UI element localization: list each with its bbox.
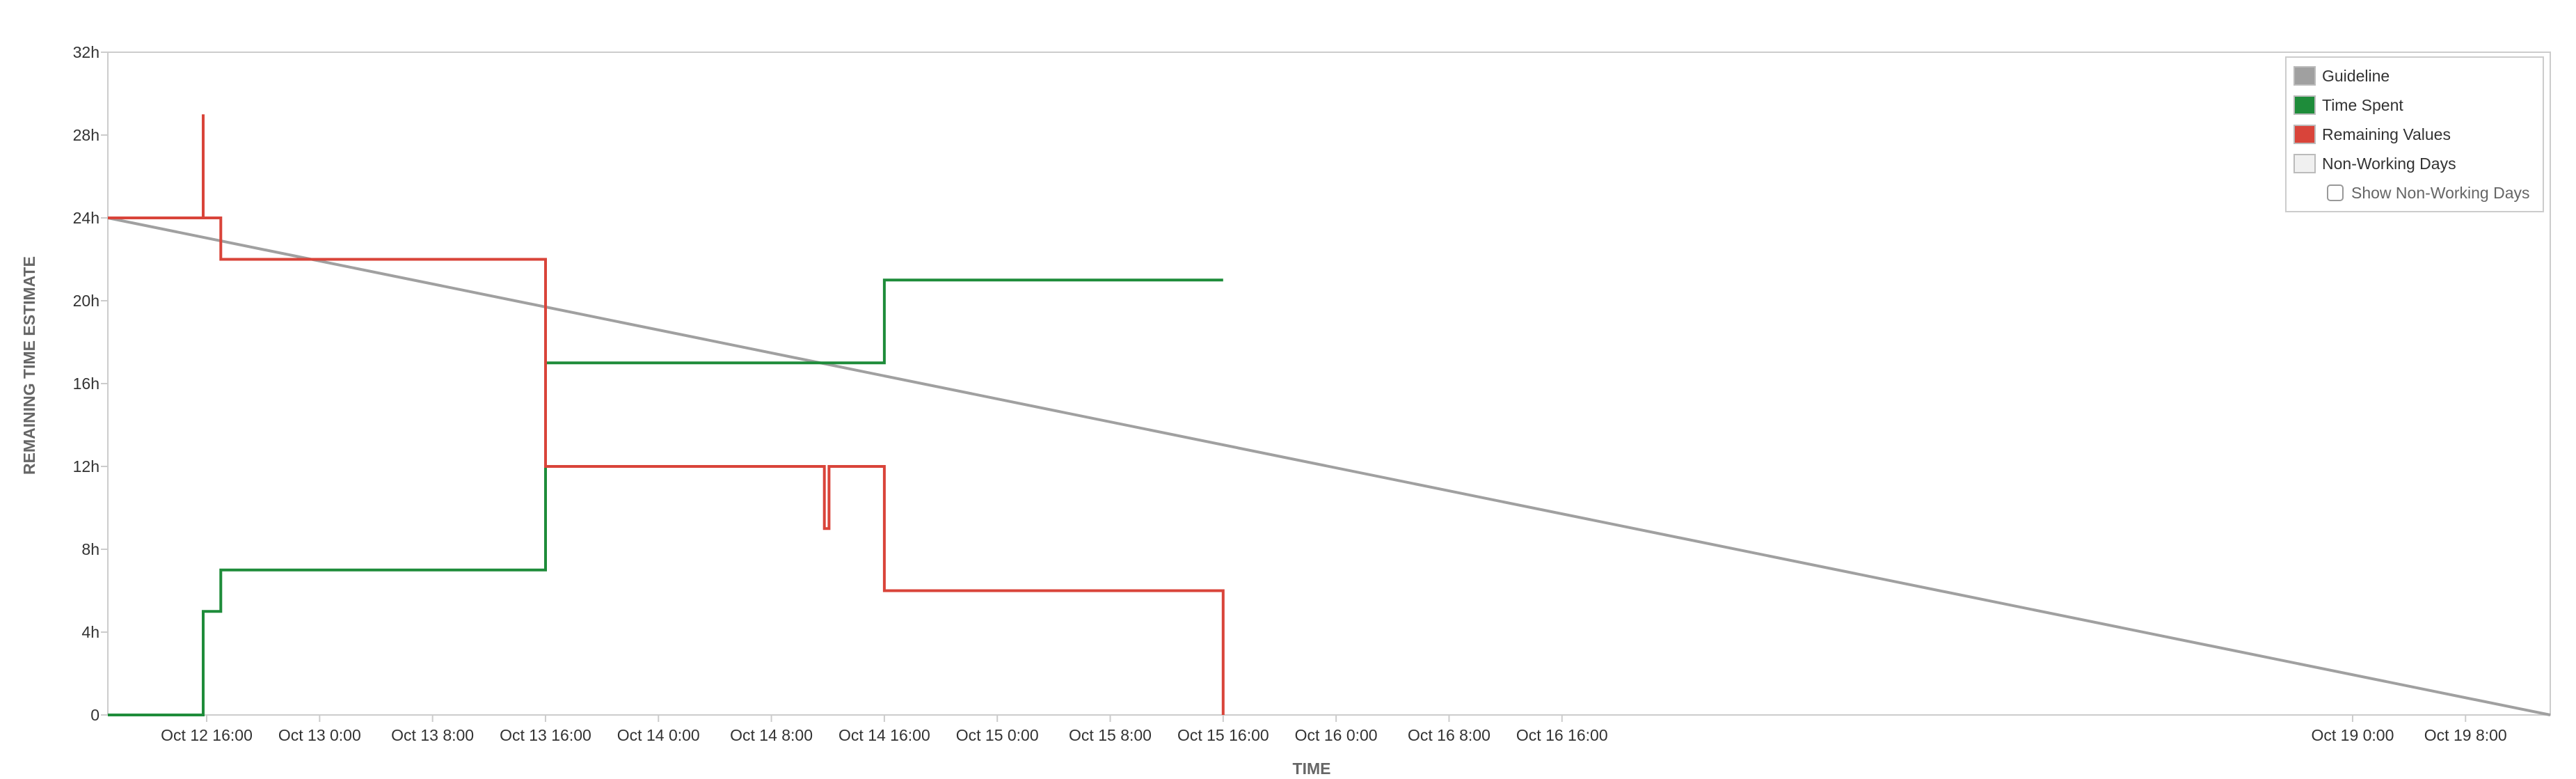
series-line-time-spent — [108, 278, 1223, 716]
y-tick-label: 0 — [90, 706, 100, 724]
y-axis: 0 4h 8h 12h 16h 20h 24h 28h 32h — [73, 43, 108, 724]
x-tick-label: Oct 13 8:00 — [391, 726, 474, 744]
x-tick-label: Oct 16 8:00 — [1408, 726, 1490, 744]
x-tick-label: Oct 15 8:00 — [1069, 726, 1152, 744]
x-tick-label: Oct 14 0:00 — [617, 726, 700, 744]
series-line-guideline — [107, 217, 2551, 716]
y-tick-label: 24h — [73, 209, 100, 227]
show-non-working-days-checkbox[interactable] — [2327, 184, 2344, 201]
x-axis-title: TIME — [1293, 760, 1331, 776]
legend-swatch — [2293, 125, 2316, 144]
y-tick-label: 12h — [73, 457, 100, 475]
y-tick-label: 4h — [81, 623, 100, 641]
x-axis: Oct 12 16:00 Oct 13 0:00 Oct 13 8:00 Oct 13… — [161, 715, 2507, 744]
plot-area — [107, 52, 2551, 716]
legend-box — [2285, 56, 2544, 212]
x-tick-label: Oct 19 8:00 — [2424, 726, 2507, 744]
x-tick-label: Oct 16 0:00 — [1295, 726, 1378, 744]
y-tick-label: 8h — [81, 540, 100, 558]
y-tick-label: 20h — [73, 292, 100, 310]
x-tick-label: Oct 13 16:00 — [500, 726, 591, 744]
series-line-remaining-values — [108, 114, 1225, 715]
y-tick-label: 16h — [73, 375, 100, 393]
x-tick-label: Oct 19 0:00 — [2311, 726, 2394, 744]
y-tick-label: 28h — [73, 126, 100, 144]
x-tick-label: Oct 12 16:00 — [161, 726, 253, 744]
legend-label: Non-Working Days — [2322, 155, 2456, 173]
x-tick-label: Oct 16 16:00 — [1516, 726, 1608, 744]
show-non-working-days-label[interactable]: Show Non-Working Days — [2351, 184, 2530, 202]
legend-swatch — [2293, 66, 2316, 86]
legend-label: Guideline — [2322, 67, 2390, 85]
y-axis-title: REMAINING TIME ESTIMATE — [20, 256, 38, 475]
x-tick-label: Oct 15 16:00 — [1177, 726, 1269, 744]
x-tick-label: Oct 15 0:00 — [956, 726, 1039, 744]
x-tick-label: Oct 14 8:00 — [730, 726, 813, 744]
x-tick-label: Oct 13 0:00 — [278, 726, 361, 744]
legend-swatch — [2293, 95, 2316, 115]
x-tick-label: Oct 14 16:00 — [838, 726, 930, 744]
legend-label: Remaining Values — [2322, 125, 2451, 143]
series-layer — [107, 114, 2551, 716]
legend-swatch — [2293, 154, 2316, 173]
legend-label: Time Spent — [2322, 96, 2403, 114]
legend: Guideline Time Spent Remaining Values Non-W… — [2285, 56, 2544, 212]
y-tick-label: 32h — [73, 43, 100, 61]
